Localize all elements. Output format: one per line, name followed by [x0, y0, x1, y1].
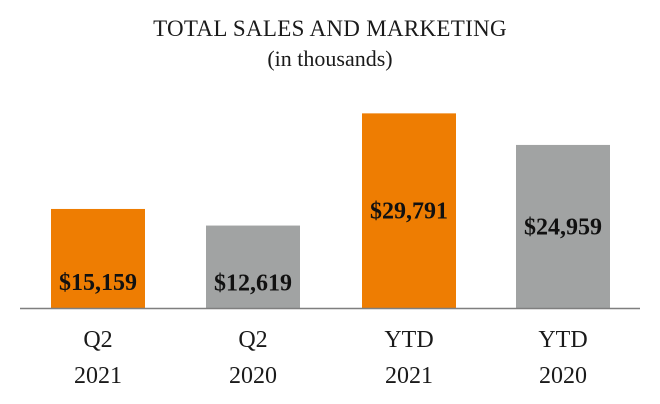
bar-4 [516, 144, 610, 308]
bar-3 [362, 113, 456, 308]
x-tick-label-2-line2: 2020 [229, 363, 277, 389]
x-tick-label-3-line1: YTD [384, 327, 433, 353]
x-tick-label-1-line2: 2021 [74, 363, 122, 389]
chart-title: TOTAL SALES AND MARKETING [153, 16, 507, 41]
bar-value-label-3: $29,791 [370, 199, 448, 225]
x-tick-label-4-line1: YTD [538, 327, 587, 353]
bar-2 [206, 225, 300, 308]
bar-value-label-4: $24,959 [524, 214, 602, 240]
chart-subtitle: (in thousands) [267, 46, 393, 71]
bar-1 [51, 208, 145, 308]
x-tick-label-3-line2: 2021 [385, 363, 433, 389]
x-tick-label-4-line2: 2020 [539, 363, 587, 389]
x-tick-label-1-line1: Q2 [83, 327, 112, 353]
bar-value-label-1: $15,159 [59, 270, 137, 296]
bar-value-label-2: $12,619 [214, 270, 292, 296]
x-tick-label-2-line1: Q2 [238, 327, 267, 353]
